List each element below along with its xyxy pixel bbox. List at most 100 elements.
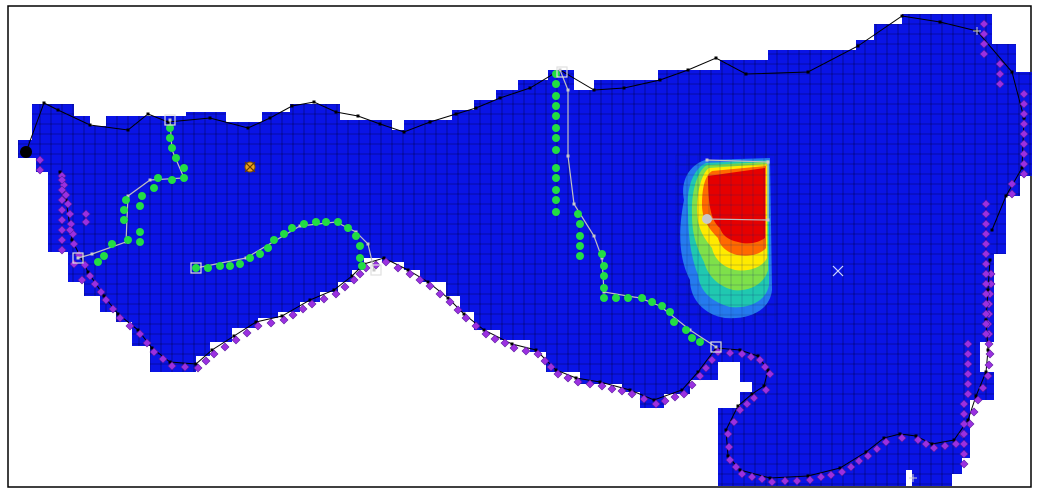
square-icon[interactable] [710, 341, 722, 353]
diamond-icon[interactable] [355, 269, 365, 279]
diamond-icon[interactable] [959, 459, 969, 469]
diamond-icon[interactable] [149, 347, 159, 357]
diamond-icon[interactable] [846, 462, 856, 472]
diamond-icon[interactable] [69, 239, 79, 249]
circle-icon[interactable] [552, 164, 560, 172]
diamond-icon[interactable] [553, 369, 563, 379]
circle-icon[interactable] [552, 80, 560, 88]
diamond-icon[interactable] [735, 405, 745, 415]
diamond-icon[interactable] [481, 329, 491, 339]
diamond-icon[interactable] [349, 275, 359, 285]
circle-icon[interactable] [576, 220, 584, 228]
diamond-icon[interactable] [981, 229, 991, 239]
diamond-icon[interactable] [57, 185, 67, 195]
boundary-conditions[interactable] [35, 19, 1029, 487]
diamond-icon[interactable] [978, 383, 988, 393]
circle-icon[interactable] [552, 92, 560, 100]
circle-icon[interactable] [600, 272, 608, 280]
square-icon[interactable] [72, 252, 84, 264]
diamond-icon[interactable] [723, 429, 733, 439]
diamond-icon[interactable] [981, 319, 991, 329]
diamond-icon[interactable] [35, 155, 45, 165]
diamond-icon[interactable] [340, 282, 350, 292]
circle-icon[interactable] [154, 174, 162, 182]
circle-icon[interactable] [300, 220, 308, 228]
square-icon[interactable] [190, 262, 202, 274]
circle-icon[interactable] [600, 294, 608, 302]
diamond-icon[interactable] [1019, 119, 1029, 129]
circle-icon[interactable] [688, 334, 696, 342]
diamond-icon[interactable] [57, 245, 67, 255]
diamond-icon[interactable] [854, 456, 864, 466]
diamond-icon[interactable] [540, 356, 550, 366]
diamond-icon[interactable] [981, 279, 991, 289]
circle-icon[interactable] [356, 254, 364, 262]
diamond-icon[interactable] [963, 379, 973, 389]
diamond-icon[interactable] [266, 318, 276, 328]
circle-icon[interactable] [552, 174, 560, 182]
circle-icon[interactable] [168, 176, 176, 184]
diamond-icon[interactable] [969, 407, 979, 417]
circle-icon[interactable] [236, 260, 244, 268]
diamond-icon[interactable] [242, 328, 252, 338]
diamond-icon[interactable] [995, 59, 1005, 69]
diamond-icon[interactable] [279, 315, 289, 325]
circle-icon[interactable] [682, 326, 690, 334]
diamond-icon[interactable] [533, 349, 543, 359]
diamond-icon[interactable] [253, 321, 263, 331]
diamond-icon[interactable] [77, 275, 87, 285]
circle-icon[interactable] [552, 134, 560, 142]
circle-icon[interactable] [204, 264, 212, 272]
circle-icon[interactable] [180, 174, 188, 182]
diamond-icon[interactable] [563, 373, 573, 383]
diamond-icon[interactable] [737, 349, 747, 359]
diamond-icon[interactable] [981, 199, 991, 209]
circle-icon[interactable] [138, 192, 146, 200]
diamond-icon[interactable] [65, 225, 75, 235]
diamond-icon[interactable] [679, 389, 689, 399]
diamond-icon[interactable] [1007, 189, 1017, 199]
circle-icon[interactable] [136, 228, 144, 236]
diamond-icon[interactable] [757, 474, 767, 484]
diamond-icon[interactable] [913, 435, 923, 445]
circle-icon[interactable] [312, 218, 320, 226]
circle-icon[interactable] [552, 186, 560, 194]
square-icon[interactable] [370, 264, 382, 276]
diamond-icon[interactable] [167, 361, 177, 371]
diamond-icon[interactable] [780, 476, 790, 486]
diamond-icon[interactable] [1019, 159, 1029, 169]
circle-icon[interactable] [216, 262, 224, 270]
diamond-icon[interactable] [57, 225, 67, 235]
diamond-icon[interactable] [881, 437, 891, 447]
diamond-icon[interactable] [979, 39, 989, 49]
circle-icon[interactable] [574, 210, 582, 218]
circle-icon[interactable] [122, 196, 130, 204]
circle-icon[interactable] [600, 262, 608, 270]
cross-icon[interactable] [973, 27, 981, 35]
diamond-icon[interactable] [761, 385, 771, 395]
diamond-icon[interactable] [959, 449, 969, 459]
diamond-icon[interactable] [695, 371, 705, 381]
point-markers[interactable] [20, 27, 981, 482]
diamond-icon[interactable] [573, 377, 583, 387]
diamond-icon[interactable] [670, 392, 680, 402]
diamond-icon[interactable] [981, 239, 991, 249]
circle-icon[interactable] [166, 124, 174, 132]
diamond-icon[interactable] [963, 349, 973, 359]
circle-icon[interactable] [280, 230, 288, 238]
diamond-icon[interactable] [981, 249, 991, 259]
circle-icon[interactable] [600, 284, 608, 292]
diamond-icon[interactable] [1019, 89, 1029, 99]
diamond-icon[interactable] [180, 362, 190, 372]
circle-icon[interactable] [172, 154, 180, 162]
diamond-icon[interactable] [995, 69, 1005, 79]
diamond-icon[interactable] [872, 444, 882, 454]
circle-icon[interactable] [192, 264, 200, 272]
circle-icon[interactable] [150, 184, 158, 192]
diamond-icon[interactable] [1019, 129, 1029, 139]
circle-icon[interactable] [696, 338, 704, 346]
diamond-icon[interactable] [627, 389, 637, 399]
circle-icon[interactable] [100, 252, 108, 260]
diamond-icon[interactable] [201, 356, 211, 366]
